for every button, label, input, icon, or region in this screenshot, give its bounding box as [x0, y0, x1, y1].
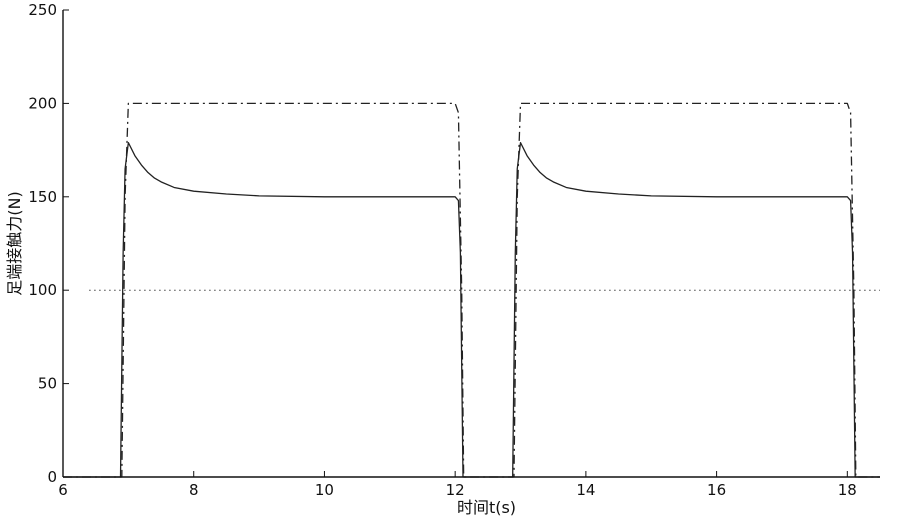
x-tick-label: 14 — [576, 481, 595, 499]
y-tick-label: 250 — [28, 1, 57, 19]
axes-layer — [62, 10, 880, 478]
y-tick-label: 100 — [28, 281, 57, 299]
ticks-layer: 6 8 10 12 14 16 18 0 50 100 150 200 250 — [28, 1, 857, 499]
x-tick-label: 6 — [58, 481, 68, 499]
x-axis-title: 时间t(s) — [457, 498, 516, 517]
x-tick-label: 8 — [189, 481, 199, 499]
x-tick-label: 16 — [707, 481, 726, 499]
y-tick-label: 150 — [28, 188, 57, 206]
series-layer — [63, 102, 880, 478]
y-tick-label: 200 — [28, 94, 57, 112]
y-axis-title: 足端接触力(N) — [5, 191, 24, 295]
series-line-solid — [63, 141, 880, 478]
series-line-dashdot — [63, 102, 880, 478]
y-tick-label: 0 — [47, 468, 57, 486]
x-tick-label: 10 — [315, 481, 334, 499]
x-tick-label: 12 — [446, 481, 465, 499]
y-tick-label: 50 — [38, 375, 57, 393]
x-tick-label: 18 — [838, 481, 857, 499]
